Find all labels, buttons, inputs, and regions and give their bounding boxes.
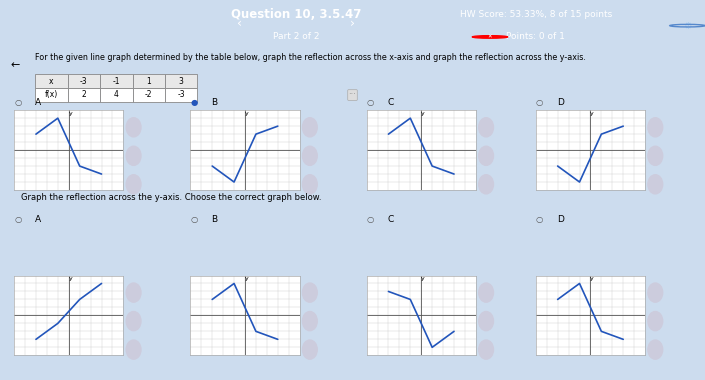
Text: f(x): f(x) [45, 90, 58, 99]
Bar [133, 74, 165, 88]
Text: y: y [245, 111, 248, 116]
Text: B: B [212, 98, 218, 108]
Text: -3: -3 [178, 90, 185, 99]
Text: ⚙: ⚙ [683, 21, 692, 31]
Bar [68, 74, 100, 88]
Text: ···: ··· [348, 90, 357, 100]
Bar [100, 88, 133, 101]
Circle shape [648, 118, 663, 137]
Circle shape [479, 146, 494, 165]
Circle shape [479, 340, 494, 359]
Text: ›: › [350, 17, 355, 30]
Text: C: C [388, 215, 394, 225]
Text: ○: ○ [536, 98, 543, 108]
Circle shape [648, 175, 663, 194]
Text: HW Score: 53.33%, 8 of 15 points: HW Score: 53.33%, 8 of 15 points [460, 10, 612, 19]
Text: y: y [590, 111, 594, 116]
Text: D: D [557, 98, 564, 108]
Text: 1: 1 [147, 77, 151, 86]
Circle shape [302, 118, 317, 137]
Bar [35, 74, 68, 88]
Text: D: D [557, 215, 564, 225]
Bar [100, 74, 133, 88]
Text: ●: ● [190, 98, 197, 108]
Circle shape [302, 175, 317, 194]
Text: -3: -3 [80, 77, 87, 86]
Text: Graph the reflection across the y-axis. Choose the correct graph below.: Graph the reflection across the y-axis. … [21, 193, 321, 203]
Text: x: x [49, 77, 54, 86]
Bar [165, 74, 197, 88]
Circle shape [648, 312, 663, 331]
Circle shape [472, 36, 508, 38]
Circle shape [302, 146, 317, 165]
Text: y: y [68, 276, 72, 281]
Circle shape [126, 283, 141, 302]
Bar [133, 88, 165, 101]
Text: ○: ○ [14, 215, 21, 225]
Circle shape [648, 146, 663, 165]
Text: 3: 3 [179, 77, 183, 86]
Circle shape [302, 283, 317, 302]
Circle shape [479, 312, 494, 331]
Text: ○: ○ [536, 215, 543, 225]
Text: A: A [35, 215, 42, 225]
Circle shape [648, 340, 663, 359]
Circle shape [302, 340, 317, 359]
Text: ✕: ✕ [488, 35, 492, 40]
Circle shape [479, 283, 494, 302]
Text: y: y [421, 111, 424, 116]
Text: Points: 0 of 1: Points: 0 of 1 [506, 32, 565, 41]
Text: y: y [590, 276, 594, 281]
Text: y: y [68, 111, 72, 116]
Text: 4: 4 [114, 90, 118, 99]
Circle shape [302, 312, 317, 331]
Text: ○: ○ [367, 215, 374, 225]
Text: ‹: ‹ [237, 17, 243, 30]
Circle shape [126, 118, 141, 137]
Circle shape [126, 175, 141, 194]
Text: -2: -2 [145, 90, 152, 99]
Text: -1: -1 [113, 77, 120, 86]
Text: A: A [35, 98, 42, 108]
Text: ←: ← [11, 60, 20, 70]
Text: Part 2 of 2: Part 2 of 2 [273, 32, 319, 41]
Circle shape [126, 312, 141, 331]
Text: 2: 2 [82, 90, 86, 99]
Bar [68, 88, 100, 101]
Circle shape [126, 340, 141, 359]
Circle shape [479, 118, 494, 137]
Text: y: y [245, 276, 248, 281]
Circle shape [648, 283, 663, 302]
Circle shape [479, 175, 494, 194]
Text: ○: ○ [14, 98, 21, 108]
Text: y: y [421, 276, 424, 281]
Text: ○: ○ [190, 215, 197, 225]
Text: ○: ○ [367, 98, 374, 108]
Text: For the given line graph determined by the table below, graph the reflection acr: For the given line graph determined by t… [35, 53, 586, 62]
Bar [165, 88, 197, 101]
Text: B: B [212, 215, 218, 225]
Text: Question 10, 3.5.47: Question 10, 3.5.47 [231, 8, 361, 21]
Circle shape [126, 146, 141, 165]
Text: C: C [388, 98, 394, 108]
Bar [35, 88, 68, 101]
